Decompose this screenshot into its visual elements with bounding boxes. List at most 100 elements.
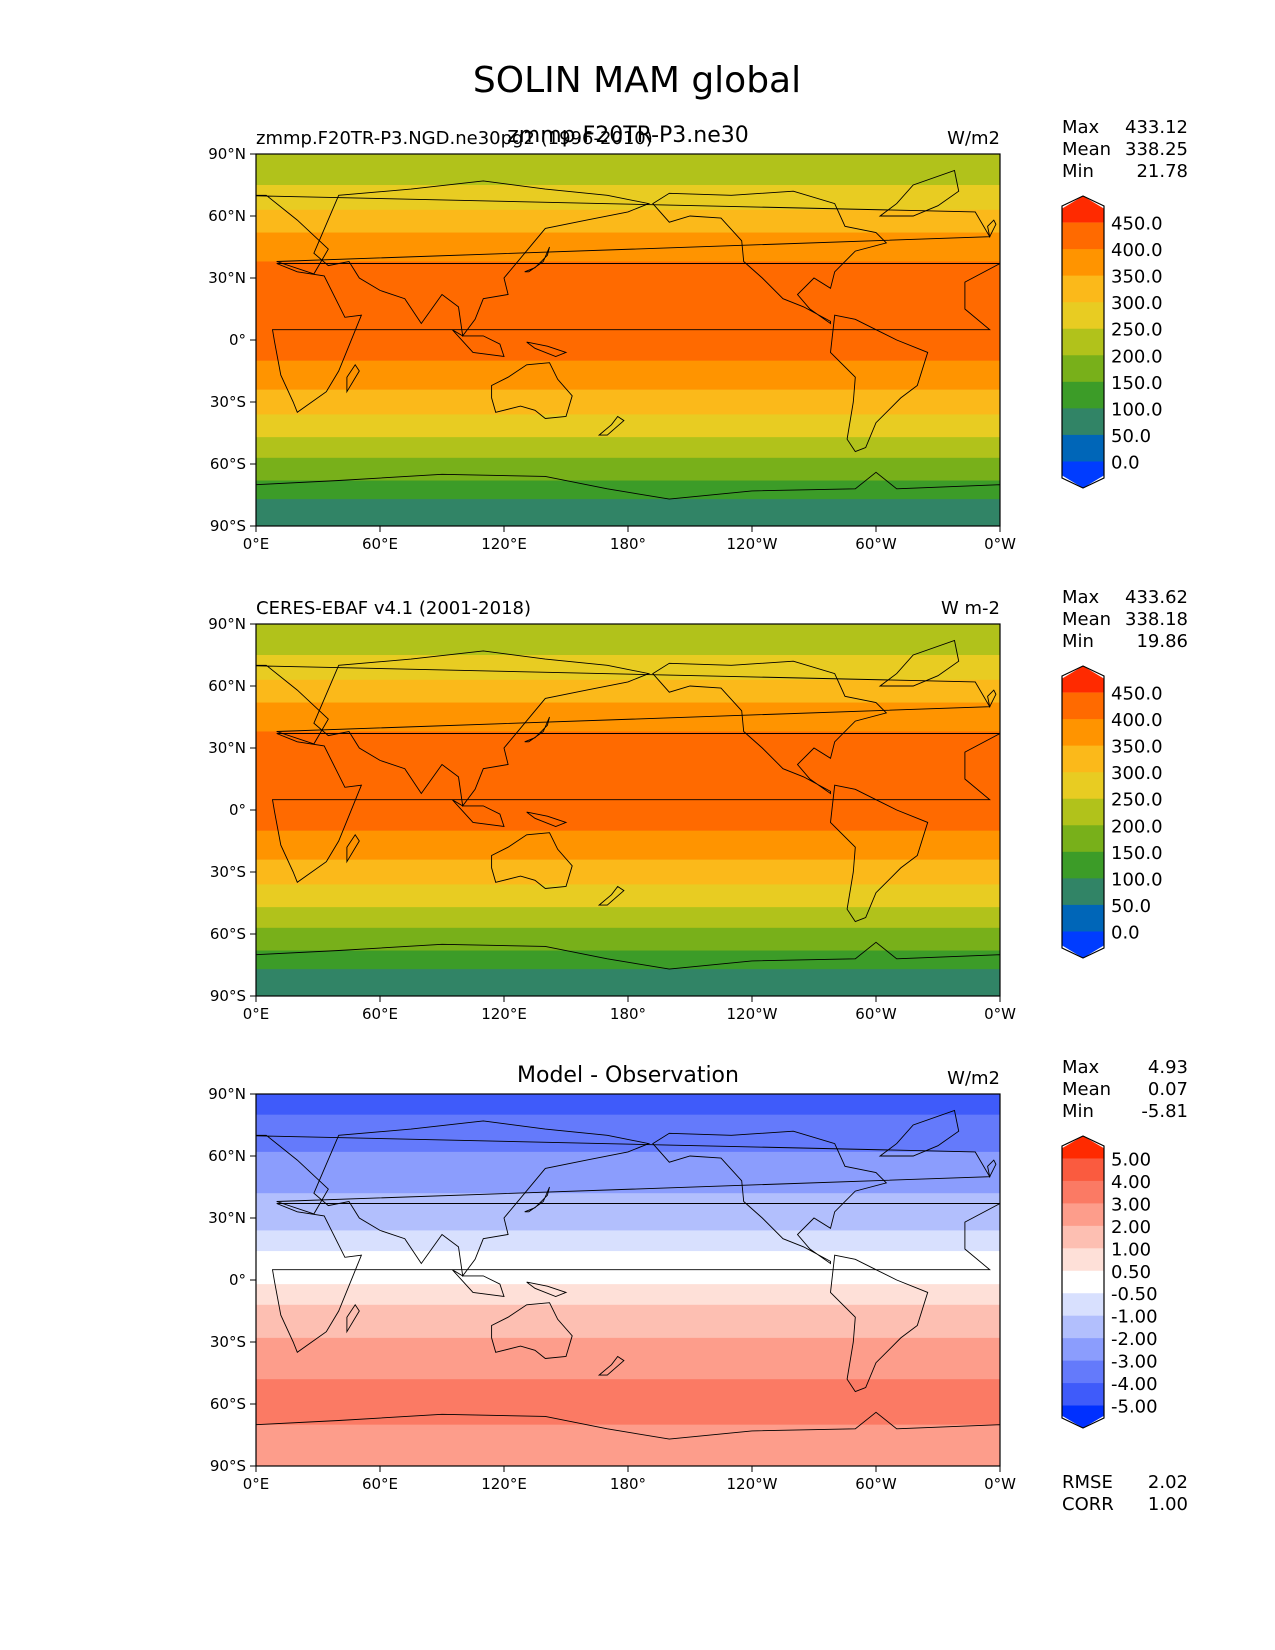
field-band xyxy=(256,907,1000,929)
colorbar-tick-label: 350.0 xyxy=(1111,267,1163,288)
coastline xyxy=(271,733,1000,883)
colorbar-segment xyxy=(1062,772,1104,800)
colorbar-segment xyxy=(1062,1180,1104,1204)
stat-label: Max xyxy=(1062,1057,1100,1078)
coastline xyxy=(526,1281,568,1297)
coastline xyxy=(830,1254,929,1393)
panel-reference: CERES-EBAF v4.1 (2001-2018) W m-2 0°E 60°E 1… xyxy=(208,587,1188,1023)
colorbar-tick-label: 200.0 xyxy=(1111,346,1163,367)
stat-label: Min xyxy=(1062,161,1094,182)
coastline xyxy=(451,1269,505,1298)
colorbar-tick-label: -5.00 xyxy=(1111,1397,1158,1418)
y-tick-label: 90°N xyxy=(208,615,246,633)
panel-center-title: zmmp.F20TR-P3.ne30 xyxy=(507,123,749,148)
x-tick-label: 60°E xyxy=(362,1005,398,1023)
colorbar-tick-label: -2.00 xyxy=(1111,1329,1158,1350)
coastlines xyxy=(256,169,1000,526)
coastlines xyxy=(256,1109,1000,1466)
y-tick-label: 90°S xyxy=(210,1457,246,1475)
colorbar: 450.0 400.0 350.0 300.0 250.0 200.0 150.0 100.0… xyxy=(1061,665,1163,959)
colorbar-tick-label: 0.0 xyxy=(1111,922,1140,943)
coastline xyxy=(878,169,960,217)
stat-value: 2.02 xyxy=(1148,1472,1188,1493)
stat-value: 433.12 xyxy=(1125,117,1188,138)
field-band xyxy=(256,457,1000,482)
x-tick-label: 120°E xyxy=(481,535,527,553)
colorbar-segment xyxy=(1062,1203,1104,1227)
field-band xyxy=(256,624,1000,656)
stat-value: 338.25 xyxy=(1125,139,1188,160)
colorbar-tick-label: 150.0 xyxy=(1111,843,1163,864)
coastline xyxy=(313,1120,651,1278)
coastline xyxy=(524,246,550,273)
stat-label: RMSE xyxy=(1062,1472,1113,1493)
colorbar-tick-label: 50.0 xyxy=(1111,896,1151,917)
coastline xyxy=(256,471,1000,526)
stat-value: 1.00 xyxy=(1148,1494,1188,1515)
colorbar-tick-label: -4.00 xyxy=(1111,1374,1158,1395)
coastline xyxy=(313,650,651,808)
x-tick-label: 120°W xyxy=(727,535,778,553)
colorbar-segment xyxy=(1062,1248,1104,1272)
field-band xyxy=(256,209,1000,234)
coastline xyxy=(271,1203,1000,1353)
stat-value: -5.81 xyxy=(1141,1101,1188,1122)
x-tick-label: 60°W xyxy=(855,1005,897,1023)
x-tick-label: 0°W xyxy=(984,1475,1016,1493)
y-tick-label: 30°N xyxy=(208,269,246,287)
field-band xyxy=(256,1424,1000,1466)
x-tick-label: 120°E xyxy=(481,1475,527,1493)
field-band xyxy=(256,154,1000,186)
colorbar-segment xyxy=(1062,222,1104,250)
coastline xyxy=(652,190,888,325)
x-tick-label: 0°W xyxy=(984,1005,1016,1023)
field-band xyxy=(256,1094,1000,1116)
field-band xyxy=(256,1193,1000,1231)
map-field xyxy=(256,154,1000,526)
stat-label: Max xyxy=(1062,117,1100,138)
y-tick-label: 60°S xyxy=(210,455,246,473)
colorbar-segment xyxy=(1062,1360,1104,1384)
field-band xyxy=(256,261,1000,362)
colorbar-tick-label: 5.00 xyxy=(1111,1149,1151,1170)
colorbar-segment xyxy=(1062,1293,1104,1317)
x-tick-label: 120°W xyxy=(727,1005,778,1023)
stat-label: Min xyxy=(1062,631,1094,652)
colorbar-segment xyxy=(1062,1270,1104,1294)
coastline xyxy=(271,263,1000,413)
coastline xyxy=(987,1159,997,1179)
y-tick-label: 90°S xyxy=(210,517,246,535)
x-tick-label: 60°E xyxy=(362,535,398,553)
colorbar-tick-label: 0.50 xyxy=(1111,1262,1151,1283)
stat-label: CORR xyxy=(1062,1494,1114,1515)
colorbar-extend-min xyxy=(1062,461,1104,488)
field-band xyxy=(256,185,1000,211)
field-band xyxy=(256,655,1000,681)
coastline xyxy=(491,1302,573,1359)
field-band xyxy=(256,232,1000,263)
field-band xyxy=(256,969,1000,996)
coastline xyxy=(524,716,550,743)
colorbar-extend-min xyxy=(1062,1405,1104,1428)
stat-value: 338.18 xyxy=(1125,609,1188,630)
coastline xyxy=(830,314,929,453)
coastline xyxy=(451,799,505,828)
colorbar-segment xyxy=(1062,302,1104,330)
colorbar-segment xyxy=(1062,878,1104,906)
panel-left-title: CERES-EBAF v4.1 (2001-2018) xyxy=(256,598,531,619)
colorbar-segment xyxy=(1062,1158,1104,1182)
coastline xyxy=(652,1130,888,1265)
panel-units: W/m2 xyxy=(947,1068,1000,1089)
colorbar-segment xyxy=(1062,1338,1104,1362)
coastline xyxy=(987,689,997,709)
field-band xyxy=(256,679,1000,704)
colorbar-outline xyxy=(1061,195,1105,489)
y-tick-label: 60°N xyxy=(208,207,246,225)
field-band xyxy=(256,1304,1000,1339)
field-band xyxy=(256,702,1000,733)
coastline xyxy=(346,363,360,394)
colorbar-segment xyxy=(1062,1383,1104,1407)
coastline xyxy=(830,784,929,923)
field-band xyxy=(256,1284,1000,1306)
